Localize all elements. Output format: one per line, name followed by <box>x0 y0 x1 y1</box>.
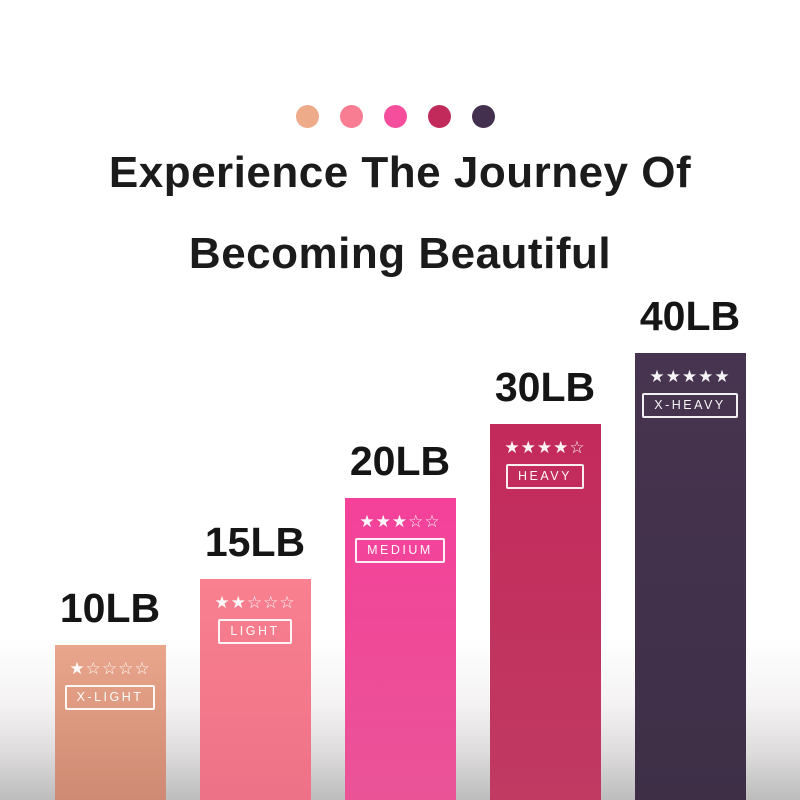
page-title-line1: Experience The Journey Of <box>108 148 692 197</box>
bar-weight-label: 10LB <box>59 585 161 631</box>
star-rating: ★★★☆☆ <box>359 512 441 532</box>
bar-weight-label: 40LB <box>639 293 741 339</box>
palette-dot-hot-pink <box>383 105 407 128</box>
resistance-level-badge: HEAVY <box>506 464 584 489</box>
resistance-level-label: LIGHT <box>230 624 280 638</box>
bar: ★☆☆☆☆ X-LIGHT <box>54 645 166 800</box>
resistance-level-label: HEAVY <box>518 469 572 483</box>
bar-weight-label: 20LB <box>349 438 451 484</box>
bar-group-15lb: 15LB ★★☆☆☆ LIGHT <box>199 519 311 800</box>
resistance-level-label: X-HEAVY <box>654 398 726 412</box>
resistance-level-badge: LIGHT <box>218 619 292 644</box>
palette-dot-peach <box>295 105 319 128</box>
palette-dot-crimson <box>427 105 451 128</box>
bar-weight-label: 15LB <box>204 519 306 565</box>
bar-group-30lb: 30LB ★★★★☆ HEAVY <box>489 364 601 800</box>
bar: ★★☆☆☆ LIGHT <box>199 579 311 800</box>
star-rating: ★★★★★ <box>649 367 731 387</box>
resistance-level-badge: X-LIGHT <box>64 685 156 710</box>
page-title-line2: Becoming Beautiful <box>188 229 612 278</box>
bar: ★★★★★ X-HEAVY <box>634 353 746 800</box>
star-rating: ★★★★☆ <box>504 438 586 458</box>
resistance-level-label: MEDIUM <box>367 543 433 557</box>
bar: ★★★★☆ HEAVY <box>489 424 601 800</box>
bar: ★★★☆☆ MEDIUM <box>344 498 456 800</box>
star-rating: ★★☆☆☆ <box>214 593 296 613</box>
bar-chart: 10LB ★☆☆☆☆ X-LIGHT 15LB ★★☆☆☆ LIGHT 20LB… <box>0 293 800 800</box>
star-rating: ★☆☆☆☆ <box>69 659 151 679</box>
bar-group-40lb: 40LB ★★★★★ X-HEAVY <box>634 293 746 800</box>
resistance-level-badge: X-HEAVY <box>642 393 738 418</box>
bar-group-20lb: 20LB ★★★☆☆ MEDIUM <box>344 438 456 800</box>
resistance-level-label: X-LIGHT <box>76 690 144 704</box>
palette-dot-pink <box>339 105 363 128</box>
page-title: Experience The Journey Of Becoming Beaut… <box>0 132 800 294</box>
bar-weight-label: 30LB <box>494 364 596 410</box>
resistance-level-badge: MEDIUM <box>355 538 445 563</box>
color-palette-dots <box>0 105 795 128</box>
palette-dot-dark-purple <box>471 105 495 128</box>
bar-group-10lb: 10LB ★☆☆☆☆ X-LIGHT <box>54 585 166 800</box>
